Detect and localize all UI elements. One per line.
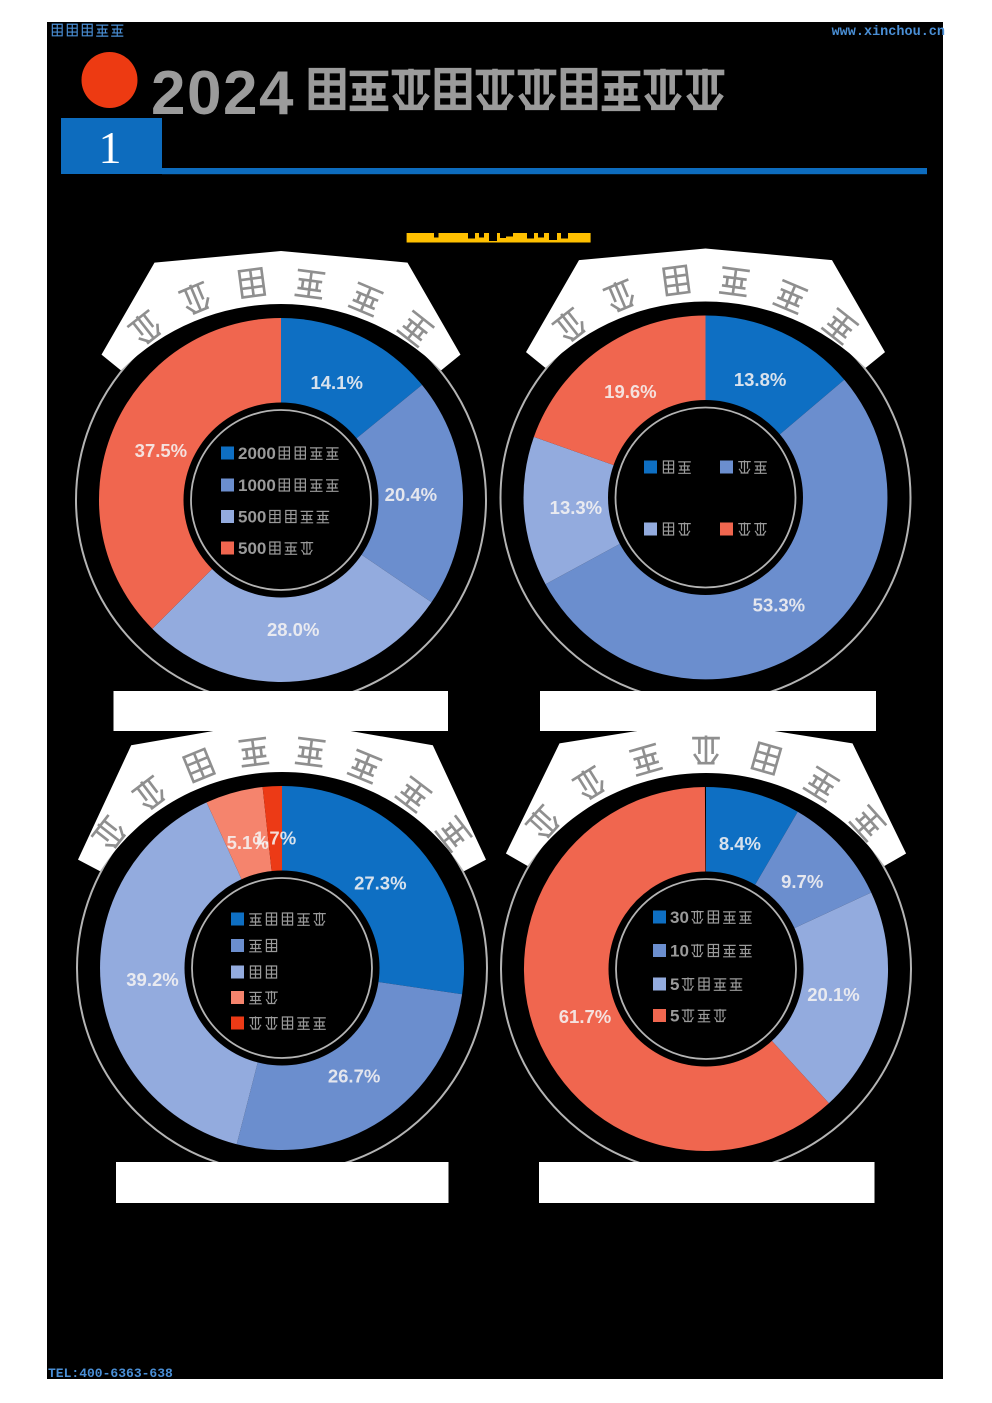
svg-text:14.1%: 14.1% <box>310 372 362 393</box>
svg-text:8.4%: 8.4% <box>719 833 761 854</box>
svg-text:53.3%: 53.3% <box>753 594 805 615</box>
svg-text:39.2%: 39.2% <box>126 969 178 990</box>
svg-text:TEL:400-6363-638: TEL:400-6363-638 <box>48 1366 173 1381</box>
svg-text:20.4%: 20.4% <box>385 484 437 505</box>
svg-text:28.0%: 28.0% <box>267 619 319 640</box>
svg-text:1.7%: 1.7% <box>254 828 296 849</box>
svg-text:37.5%: 37.5% <box>135 440 187 461</box>
svg-text:13.3%: 13.3% <box>550 497 602 518</box>
svg-text:5: 5 <box>670 975 679 994</box>
svg-text:500: 500 <box>238 508 266 527</box>
svg-text:10: 10 <box>670 942 689 961</box>
svg-text:20.1%: 20.1% <box>807 984 859 1005</box>
svg-text:61.7%: 61.7% <box>559 1006 611 1027</box>
svg-text:5.1%: 5.1% <box>227 832 269 853</box>
svg-text:500: 500 <box>238 539 266 558</box>
svg-text:1000: 1000 <box>238 476 276 495</box>
svg-text:www.xinchou.cn: www.xinchou.cn <box>832 25 945 40</box>
svg-text:9.7%: 9.7% <box>781 871 823 892</box>
svg-text:2000: 2000 <box>238 444 276 463</box>
svg-text:19.6%: 19.6% <box>604 381 656 402</box>
svg-text:30: 30 <box>670 908 689 927</box>
svg-text:1: 1 <box>99 122 122 173</box>
svg-text:26.7%: 26.7% <box>328 1066 380 1087</box>
svg-text:5: 5 <box>670 1007 679 1026</box>
svg-text:13.8%: 13.8% <box>734 369 786 390</box>
svg-text:27.3%: 27.3% <box>354 873 406 894</box>
svg-text:2024: 2024 <box>151 59 295 128</box>
